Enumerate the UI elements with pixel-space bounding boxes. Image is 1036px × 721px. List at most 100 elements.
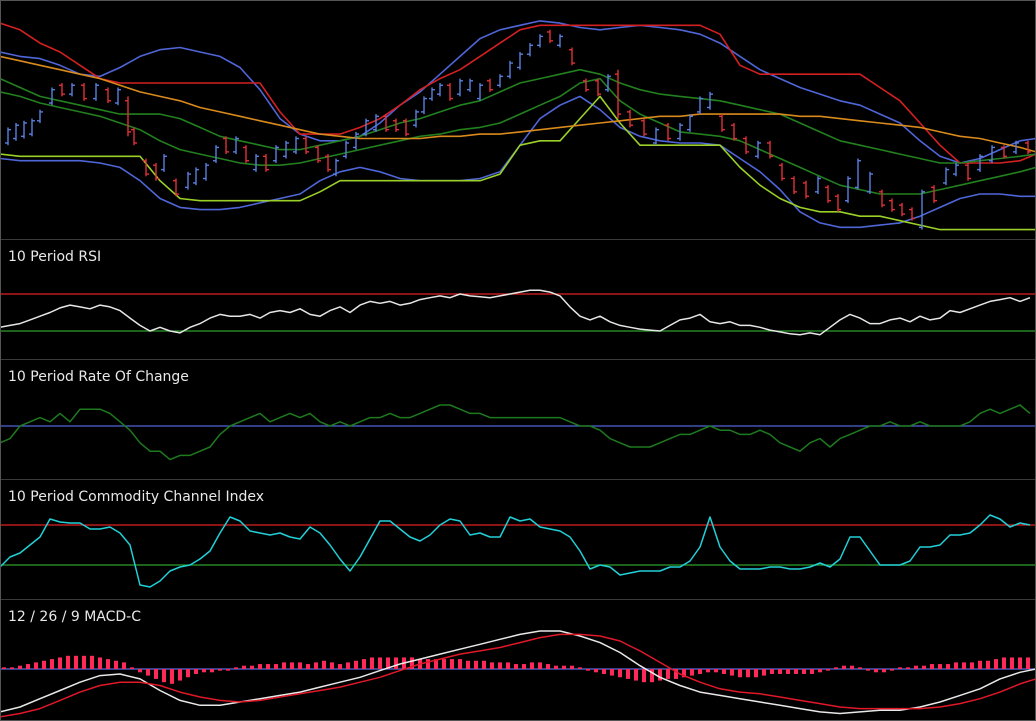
histogram-bar bbox=[842, 665, 846, 669]
histogram-bar bbox=[122, 662, 126, 669]
histogram-bar bbox=[314, 662, 318, 669]
histogram-bar bbox=[890, 669, 894, 671]
ohlc-bar bbox=[21, 120, 27, 139]
histogram-bar bbox=[530, 662, 534, 669]
ohlc-bar bbox=[213, 145, 219, 163]
macd-histogram bbox=[2, 655, 1030, 684]
histogram-bar bbox=[594, 669, 598, 673]
histogram-bar bbox=[154, 669, 158, 679]
histogram-bar bbox=[722, 669, 726, 674]
histogram-bar bbox=[10, 667, 14, 669]
histogram-bar bbox=[202, 669, 206, 673]
histogram-bar bbox=[290, 662, 294, 669]
ohlc-bar bbox=[5, 127, 11, 146]
histogram-bar bbox=[74, 655, 78, 669]
ohlc-bar bbox=[333, 158, 339, 177]
histogram-bar bbox=[242, 665, 246, 669]
histogram-bar bbox=[634, 669, 638, 681]
histogram-bar bbox=[298, 662, 302, 669]
ohlc-bar bbox=[517, 51, 523, 70]
histogram-bar bbox=[1018, 657, 1022, 669]
histogram-bar bbox=[2, 667, 6, 669]
histogram-bar bbox=[434, 659, 438, 669]
ohlc-bar bbox=[173, 178, 179, 197]
histogram-bar bbox=[666, 669, 670, 679]
histogram-bar bbox=[770, 669, 774, 674]
ohlc-bar bbox=[59, 83, 65, 97]
histogram-bar bbox=[546, 664, 550, 669]
histogram-bar bbox=[954, 662, 958, 669]
ohlc-bar bbox=[315, 145, 321, 163]
ohlc-bar bbox=[223, 136, 229, 155]
ohlc-bar bbox=[931, 185, 937, 203]
ohlc-bar bbox=[697, 96, 703, 115]
ohlc-bar bbox=[641, 118, 647, 137]
histogram-bar bbox=[346, 662, 350, 669]
histogram-bar bbox=[506, 662, 510, 669]
rsi-title: 10 Period RSI bbox=[8, 249, 102, 265]
histogram-bar bbox=[898, 667, 902, 669]
ohlc-bar bbox=[855, 158, 861, 190]
histogram-bar bbox=[1026, 657, 1030, 669]
macd-series-line bbox=[0, 630, 1036, 715]
ohlc-bar bbox=[825, 185, 831, 203]
signal-series-line bbox=[0, 633, 1036, 718]
histogram-bar bbox=[586, 669, 590, 671]
macd-plot bbox=[0, 630, 1036, 718]
ohlc-bar bbox=[325, 154, 331, 172]
ohlc-bar bbox=[115, 87, 121, 106]
ohlc-bar bbox=[755, 140, 761, 159]
donchian_lower-series-line bbox=[0, 95, 1036, 231]
histogram-bar bbox=[738, 669, 742, 678]
bollinger_upper-series-line bbox=[0, 20, 1036, 164]
histogram-bar bbox=[818, 669, 822, 673]
ohlc-bar bbox=[193, 167, 199, 186]
histogram-bar bbox=[882, 669, 886, 673]
histogram-bar bbox=[866, 669, 870, 671]
histogram-bar bbox=[554, 665, 558, 669]
histogram-bar bbox=[442, 659, 446, 669]
histogram-bar bbox=[922, 665, 926, 669]
histogram-bar bbox=[178, 669, 182, 681]
histogram-bar bbox=[274, 664, 278, 669]
ohlc-bar bbox=[845, 176, 851, 203]
histogram-bar bbox=[50, 659, 54, 669]
ohlc-bar bbox=[965, 162, 971, 181]
macd-title: 12 / 26 / 9 MACD-C bbox=[8, 609, 142, 625]
ohlc-bar bbox=[879, 189, 885, 208]
ohlc-bar bbox=[13, 123, 19, 141]
histogram-bar bbox=[426, 659, 430, 669]
histogram-bar bbox=[522, 664, 526, 669]
histogram-bar bbox=[306, 664, 310, 669]
macd-pane: 12 / 26 / 9 MACD-C bbox=[0, 600, 1036, 721]
histogram-bar bbox=[562, 665, 566, 669]
donchian_upper-series-line bbox=[0, 22, 1036, 164]
histogram-bar bbox=[194, 669, 198, 674]
ohlc-bar bbox=[203, 162, 209, 181]
price-plot bbox=[0, 20, 1036, 231]
roc-title: 10 Period Rate Of Change bbox=[8, 369, 189, 385]
ohlc-bar bbox=[791, 176, 797, 195]
ohlc-bar bbox=[29, 118, 35, 137]
cci-title: 10 Period Commodity Channel Index bbox=[8, 489, 265, 505]
ohlc-bar bbox=[731, 123, 737, 141]
histogram-bar bbox=[378, 657, 382, 669]
ohlc-bar bbox=[909, 207, 915, 221]
histogram-bar bbox=[26, 664, 30, 669]
histogram-bar bbox=[682, 669, 686, 678]
ohlc-bar bbox=[1001, 145, 1007, 159]
histogram-bar bbox=[58, 657, 62, 669]
rsi-series-line bbox=[0, 289, 1031, 336]
histogram-bar bbox=[162, 669, 166, 683]
histogram-bar bbox=[946, 664, 950, 669]
histogram-bar bbox=[746, 669, 750, 678]
ohlc-bar bbox=[977, 154, 983, 172]
price-bars bbox=[5, 29, 1031, 230]
histogram-bar bbox=[690, 669, 694, 676]
ohlc-bar bbox=[467, 78, 473, 92]
ohlc-bar bbox=[867, 171, 873, 195]
ohlc-bar bbox=[899, 202, 905, 217]
histogram-bar bbox=[386, 657, 390, 669]
ohlc-bar bbox=[125, 96, 131, 137]
histogram-bar bbox=[266, 664, 270, 669]
